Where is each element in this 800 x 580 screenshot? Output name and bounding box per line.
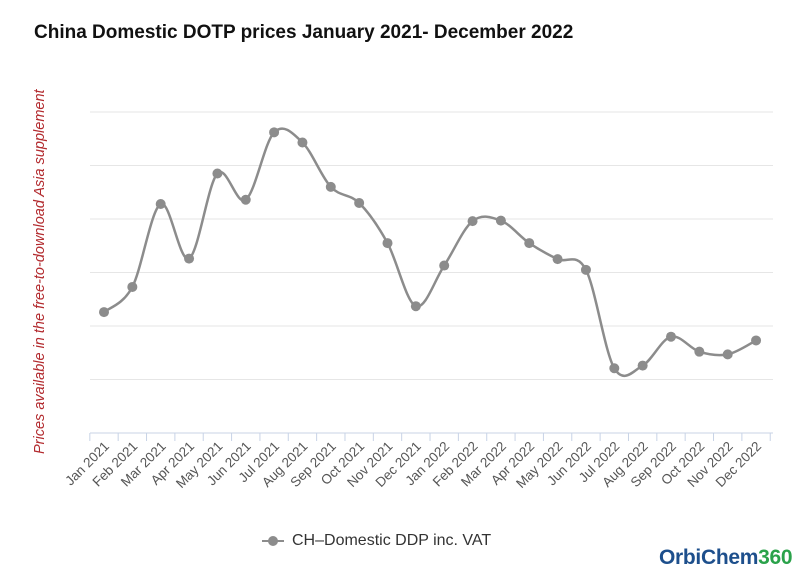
chart-title: China Domestic DOTP prices January 2021-… bbox=[34, 22, 574, 43]
data-point bbox=[637, 360, 648, 371]
data-point bbox=[410, 301, 421, 312]
data-point bbox=[269, 127, 280, 138]
legend-label: CH–Domestic DDP inc. VAT bbox=[292, 532, 492, 549]
legend[interactable]: CH–Domestic DDP inc. VAT bbox=[262, 532, 491, 550]
data-point bbox=[580, 264, 591, 275]
data-point bbox=[666, 331, 676, 342]
data-point bbox=[694, 346, 705, 357]
data-point bbox=[212, 168, 223, 179]
data-point bbox=[467, 216, 478, 227]
data-point bbox=[297, 137, 308, 148]
data-point bbox=[155, 199, 166, 210]
data-point bbox=[325, 181, 336, 192]
data-points bbox=[99, 127, 762, 374]
data-point bbox=[439, 260, 450, 271]
data-point bbox=[240, 194, 251, 205]
data-point bbox=[382, 238, 393, 249]
data-point bbox=[495, 215, 506, 226]
data-point bbox=[184, 253, 195, 264]
x-axis bbox=[89, 432, 773, 441]
data-point bbox=[552, 254, 563, 265]
legend-marker-icon bbox=[262, 535, 284, 547]
data-point bbox=[127, 281, 138, 292]
grid-lines bbox=[90, 111, 773, 380]
orbichem360-logo: OrbiChem360 bbox=[659, 546, 793, 570]
data-point bbox=[609, 363, 620, 374]
logo-text-part2: 360 bbox=[758, 546, 793, 569]
data-point bbox=[524, 238, 535, 249]
data-point bbox=[722, 349, 733, 360]
logo-text-part1: OrbiChem bbox=[659, 546, 759, 569]
data-point bbox=[354, 197, 365, 208]
data-point bbox=[99, 307, 109, 318]
data-point bbox=[751, 335, 762, 346]
